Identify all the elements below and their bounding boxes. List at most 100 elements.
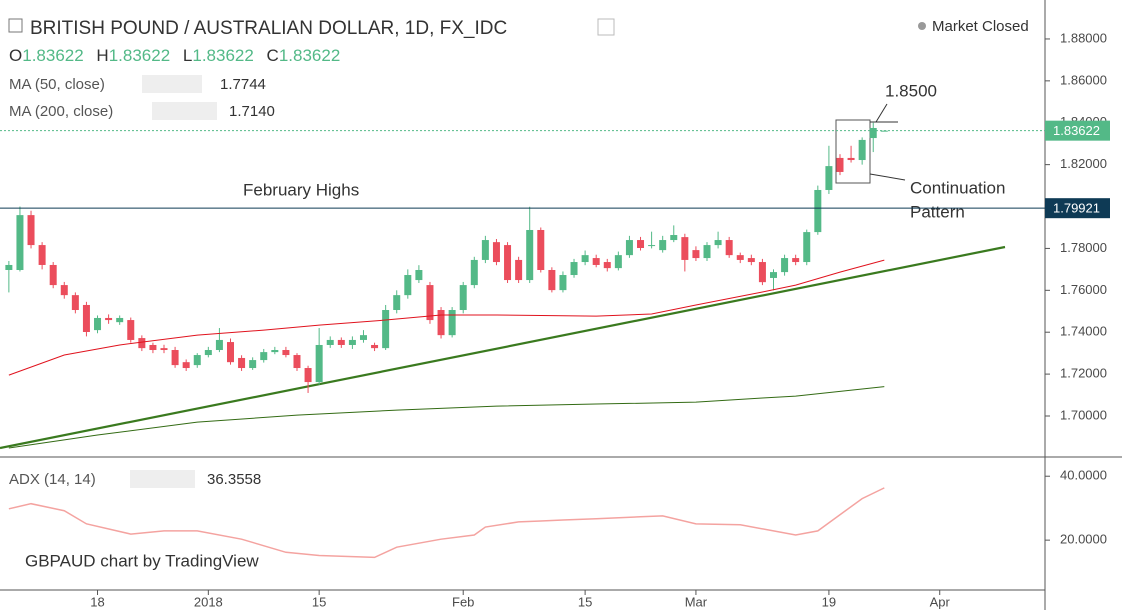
y-tick-label: 20.0000 [1060,532,1107,547]
candle-body [204,350,212,356]
candle-body [769,272,777,278]
candle-body [448,310,456,336]
candle-body [515,259,523,281]
candle-body [492,242,500,263]
candle-body [348,339,356,345]
legend-value: 36.3558 [207,471,261,488]
candle-body [238,357,246,369]
candle-body [382,310,390,349]
candle-body [692,250,700,259]
candle-body [792,258,800,263]
x-tick-label: Mar [685,594,708,609]
y-tick-label: 1.78000 [1060,240,1107,255]
line-series [8,487,885,559]
candle-body [282,350,290,356]
candle-body [869,127,877,139]
candle-body [836,157,844,172]
candle-body [803,232,811,263]
candle-body [5,264,13,270]
collapse-icon[interactable] [8,18,23,33]
y-tick-label: 40.0000 [1060,468,1107,483]
x-tick-label: Apr [930,594,951,609]
candle-body [481,240,489,260]
candle-body [603,262,611,269]
candle-body [703,245,711,259]
watermark: GBPAUD chart by TradingView [25,551,259,570]
candle-body [725,240,733,256]
ohlc-value: 1.83622 [22,46,83,65]
symbol-title: BRITISH POUND / AUSTRALIAN DOLLAR, 1D, F… [30,18,507,39]
candle-body [625,240,633,256]
candle-body [359,335,367,340]
callout-line [875,103,888,123]
candle-body [393,295,401,311]
candle-body [16,215,24,270]
settings-icon[interactable] [597,18,615,36]
x-tick-label: 15 [578,594,592,609]
candle-body [504,245,512,281]
candle-body [160,348,168,351]
candle-body [559,275,567,291]
candle-body [82,304,90,332]
legend-value: 1.7140 [229,103,275,120]
candle-body [182,362,190,369]
legend-name: MA (200, close) [9,103,113,120]
candle-body [537,229,545,270]
candle-body [293,355,301,369]
candle-body [847,157,855,161]
candle-body [426,285,434,321]
candle-body [648,245,656,247]
price-tag [1045,198,1110,219]
x-tick-label: Feb [452,594,474,609]
candle-body [858,139,866,161]
candle-body [138,338,146,349]
ohlc-key: C [267,46,279,65]
candle-body [437,310,445,336]
ohlc-value: 1.83622 [192,46,253,65]
price-tag-label: 1.79921 [1053,201,1100,216]
callout-line [869,173,906,181]
y-tick-label: 1.70000 [1060,407,1107,422]
candle-body [758,262,766,283]
candle-body [337,339,345,345]
candle-body [637,240,645,249]
y-tick-label: 1.88000 [1060,30,1107,45]
candle-body [38,245,46,265]
annotation: 1.8500 [885,81,937,100]
candle-body [814,189,822,233]
candle-body [659,240,667,251]
legend-name: MA (50, close) [9,76,105,93]
ohlc-value: 1.83622 [279,46,340,65]
candle-body [304,368,312,383]
candle-body [747,258,755,263]
candle-body [548,269,556,291]
candle-body [71,295,79,311]
candle-body [736,255,744,260]
legend-icons[interactable] [130,470,195,488]
candle-body [592,258,600,265]
candle-body [171,350,179,366]
candle-body [326,339,334,345]
candle-body [681,237,689,260]
legend-icons[interactable] [142,75,202,93]
candle-body [415,269,423,281]
legend-icons[interactable] [152,102,217,120]
candle-body [670,235,678,241]
ohlc-key: H [96,46,108,65]
candle-body [127,320,135,340]
candle-body [315,344,323,383]
pattern-box [835,119,871,184]
legend-value: 1.7744 [220,76,266,93]
candle-body [271,350,279,353]
candle-body [825,166,833,190]
candle-body [226,342,234,363]
candle-body [714,240,722,246]
candle-body [27,215,35,246]
x-tick-label: 15 [312,594,326,609]
annotation: Continuation [910,178,1005,197]
candle-body [149,344,157,351]
y-tick-label: 1.86000 [1060,72,1107,87]
x-tick-label: 19 [822,594,836,609]
